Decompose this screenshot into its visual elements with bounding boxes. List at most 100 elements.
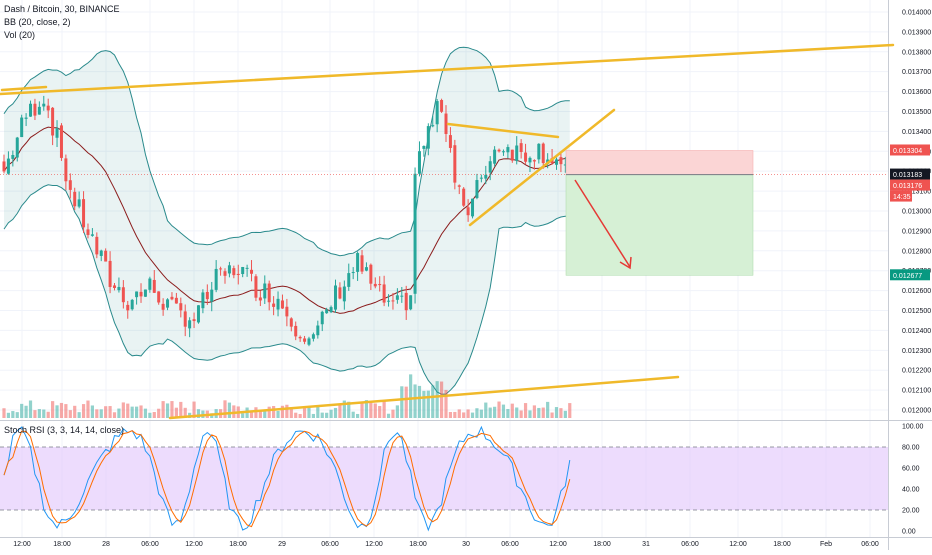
candle [15, 136, 19, 162]
volume-bar [165, 403, 170, 418]
candle [440, 98, 444, 113]
candle-body [263, 283, 267, 299]
time-tick-label: 30 [462, 541, 470, 548]
candle [369, 263, 373, 291]
candle-body [51, 107, 55, 136]
volume-bar [325, 412, 329, 418]
candle [214, 260, 218, 293]
volume-bar [431, 385, 435, 418]
candle [417, 141, 421, 177]
price-tick-label: 0.013100 [902, 189, 931, 196]
candle-body [440, 100, 444, 112]
volume-bar [64, 404, 68, 418]
candle-body [73, 191, 77, 207]
take-profit-zone [565, 174, 754, 276]
price-tick-label: 0.013500 [902, 109, 931, 116]
volume-bar [33, 410, 37, 418]
candle [245, 264, 249, 277]
candle [219, 266, 223, 276]
candle-body [532, 160, 536, 162]
candle-body [223, 271, 227, 276]
volume-bar [241, 413, 245, 418]
candle [130, 298, 134, 311]
candle [493, 146, 497, 167]
candle [364, 262, 368, 272]
volume-bar [453, 411, 457, 418]
candle [210, 281, 214, 312]
candle [29, 100, 33, 117]
volume-bar [568, 403, 572, 418]
volume-bar [302, 407, 307, 418]
time-tick-label: 06:00 [141, 541, 159, 548]
volume-bar [342, 400, 346, 418]
candle [223, 268, 227, 284]
candle [404, 285, 408, 320]
candle-body [166, 299, 170, 308]
candle-body [307, 338, 311, 345]
price-tick-label: 0.012200 [902, 368, 931, 375]
candle [166, 298, 170, 311]
candle [37, 101, 41, 115]
volume-bar [426, 390, 430, 418]
candle-body [431, 125, 435, 127]
candle-body [170, 296, 174, 300]
candle [51, 106, 55, 146]
trendline [468, 108, 616, 227]
candle-body [29, 103, 33, 117]
volume-bar [373, 403, 377, 418]
volume-bar [501, 404, 506, 418]
candle-body [497, 149, 501, 152]
candle [537, 143, 541, 164]
candle-body [113, 285, 116, 288]
candle-body [241, 266, 245, 275]
candle [395, 288, 399, 304]
candle-body [55, 128, 59, 138]
candle-body [267, 283, 271, 303]
candle [90, 228, 94, 237]
bb-upper-line [3, 46, 570, 257]
candle [444, 105, 448, 143]
time-tick-label: 06:00 [321, 541, 339, 548]
candle-body [219, 268, 223, 270]
volume-bar [28, 400, 33, 418]
candle-body [369, 264, 373, 284]
candle [227, 261, 231, 278]
candle-body [382, 284, 386, 303]
candle-body [528, 157, 532, 163]
candle [126, 300, 130, 319]
candle-body [227, 265, 231, 274]
volume-bar [280, 405, 285, 418]
candle-body [214, 268, 218, 290]
candle [307, 336, 311, 347]
volume-bar [554, 407, 559, 418]
candle-body [391, 300, 395, 302]
volume-bar [320, 412, 324, 418]
chart-title: Dash / Bitcoin, 30, BINANCE [4, 4, 120, 14]
candle-body [373, 283, 377, 287]
candle [311, 332, 315, 342]
candle [519, 139, 523, 159]
volume-bar [263, 410, 267, 418]
candle [179, 297, 183, 318]
candle [46, 98, 50, 119]
candle-body [298, 336, 302, 339]
candle [86, 223, 90, 239]
candle [294, 321, 298, 341]
candle-body [435, 101, 439, 125]
volume-bars [2, 374, 572, 418]
candle [77, 191, 81, 209]
candle-body [457, 185, 461, 187]
candle-body [426, 126, 430, 149]
time-tick-label: 18:00 [593, 541, 611, 548]
candle-body [466, 207, 470, 216]
candle-body [537, 143, 541, 160]
candle-body [387, 300, 391, 302]
volume-bar [11, 411, 15, 418]
candle [157, 291, 161, 305]
candle-body [488, 161, 492, 173]
candle [528, 156, 532, 173]
price-tick-label: 0.012500 [902, 308, 931, 315]
candle-body [68, 180, 72, 190]
